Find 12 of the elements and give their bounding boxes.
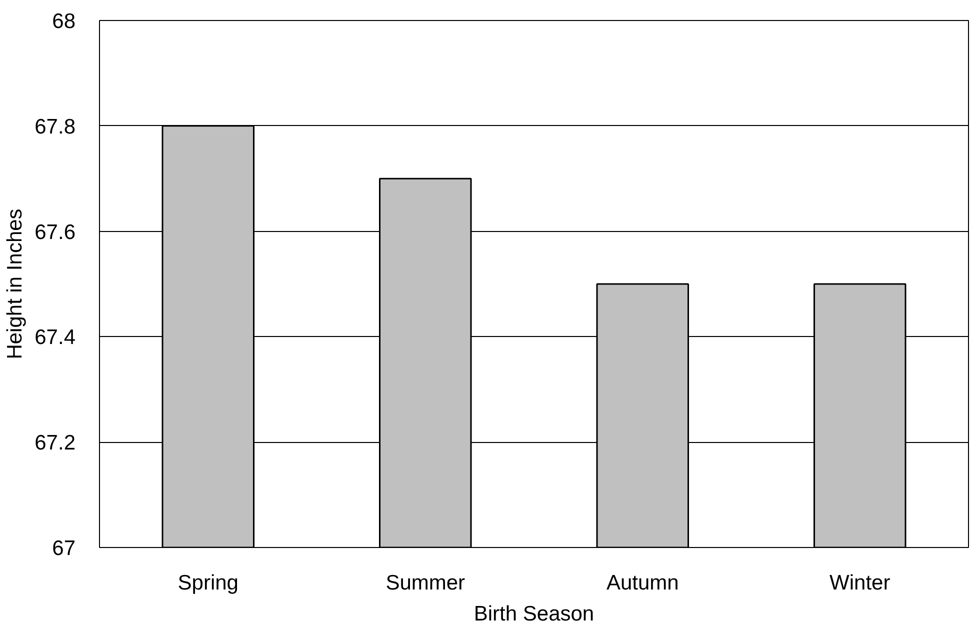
x-tick-label: Autumn: [606, 572, 679, 594]
y-axis-title: Height in Inches: [4, 208, 27, 360]
x-tick-label: Winter: [830, 572, 890, 594]
y-tick-label: 67.8: [34, 115, 76, 138]
y-tick-label: 67.2: [34, 432, 76, 455]
y-tick-label: 68: [52, 10, 76, 33]
y-tick-label: 67.4: [34, 326, 76, 350]
x-tick-label: Spring: [178, 572, 238, 594]
y-tick-label: 67.6: [34, 220, 76, 244]
x-tick-label: Summer: [386, 572, 466, 594]
y-tick-label: 67: [52, 537, 76, 560]
x-axis-title: Birth Season: [474, 602, 594, 626]
